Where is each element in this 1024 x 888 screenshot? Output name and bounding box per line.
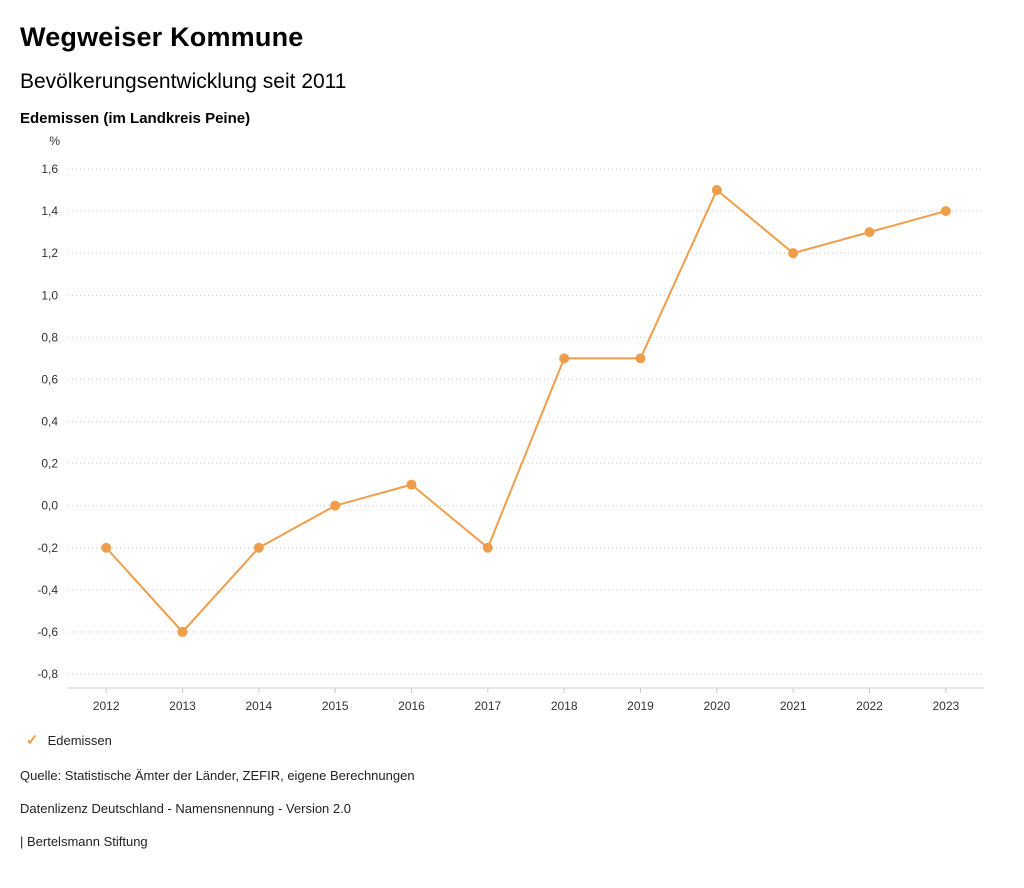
svg-text:0,4: 0,4 bbox=[41, 415, 58, 429]
svg-text:2015: 2015 bbox=[322, 699, 349, 713]
legend-label: Edemissen bbox=[47, 733, 112, 748]
svg-text:%: % bbox=[49, 134, 60, 148]
svg-text:-0,6: -0,6 bbox=[37, 625, 58, 639]
svg-text:2022: 2022 bbox=[856, 699, 883, 713]
svg-text:0,2: 0,2 bbox=[41, 457, 58, 471]
svg-text:2012: 2012 bbox=[93, 699, 120, 713]
svg-text:2023: 2023 bbox=[932, 699, 959, 713]
svg-text:0,0: 0,0 bbox=[41, 499, 58, 513]
license-text: Datenlizenz Deutschland - Namensnennung … bbox=[20, 801, 351, 816]
attribution-text: | Bertelsmann Stiftung bbox=[20, 834, 148, 849]
svg-text:2014: 2014 bbox=[245, 699, 272, 713]
chart-footer: Quelle: Statistische Ämter der Länder, Z… bbox=[20, 768, 1004, 849]
svg-text:0,6: 0,6 bbox=[41, 372, 58, 386]
page-title: Wegweiser Kommune bbox=[20, 22, 304, 52]
svg-text:2020: 2020 bbox=[703, 699, 730, 713]
legend-check-icon: ✓ bbox=[26, 732, 39, 749]
line-chart: % -0,8 -0,6 -0,4 -0,2 0,0 0,2 0,4 0,6 0,8 1,0 1,2 1,… bbox=[20, 129, 1004, 729]
svg-text:2016: 2016 bbox=[398, 699, 425, 713]
svg-text:2017: 2017 bbox=[474, 699, 501, 713]
svg-text:2019: 2019 bbox=[627, 699, 654, 713]
svg-text:1,2: 1,2 bbox=[41, 246, 58, 260]
svg-text:-0,4: -0,4 bbox=[37, 583, 58, 597]
legend-item-edemissen[interactable]: ✓ Edemissen bbox=[26, 733, 1004, 748]
svg-text:-0,2: -0,2 bbox=[37, 541, 58, 555]
svg-text:-0,8: -0,8 bbox=[37, 667, 58, 681]
svg-text:2018: 2018 bbox=[551, 699, 578, 713]
svg-text:1,0: 1,0 bbox=[41, 288, 58, 302]
source-text: Quelle: Statistische Ämter der Länder, Z… bbox=[20, 768, 415, 783]
svg-text:1,4: 1,4 bbox=[41, 204, 58, 218]
chart-subtitle-location: Edemissen (im Landkreis Peine) bbox=[20, 110, 251, 127]
svg-text:0,8: 0,8 bbox=[41, 330, 58, 344]
chart-title: Bevölkerungsentwicklung seit 2011 bbox=[20, 70, 347, 93]
svg-text:2013: 2013 bbox=[169, 699, 196, 713]
chart-svg: % -0,8 -0,6 -0,4 -0,2 0,0 0,2 0,4 0,6 0,8 1,0 1,2 1,… bbox=[37, 134, 984, 713]
svg-text:1,6: 1,6 bbox=[41, 162, 58, 176]
svg-text:2021: 2021 bbox=[780, 699, 807, 713]
